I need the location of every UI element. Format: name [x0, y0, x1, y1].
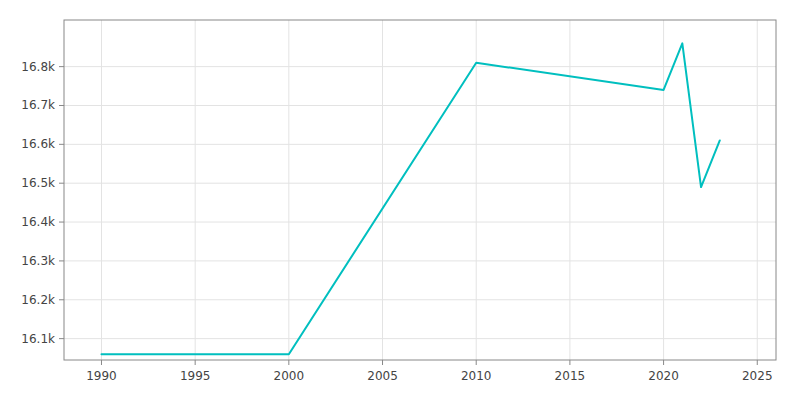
tick-mark: [569, 360, 570, 365]
tick-mark: [59, 222, 64, 223]
tick-mark: [59, 338, 64, 339]
tick-mark: [101, 360, 102, 365]
x-tick-label: 1990: [86, 369, 117, 383]
y-tick-label: 16.2k: [21, 293, 55, 307]
grid-line: [64, 144, 776, 145]
grid-line: [64, 299, 776, 300]
tick-mark: [476, 360, 477, 365]
y-tick-label: 16.8k: [21, 60, 55, 74]
tick-mark: [288, 360, 289, 365]
x-tick-label: 2005: [367, 369, 398, 383]
grid-line: [64, 66, 776, 67]
tick-mark: [59, 105, 64, 106]
tick-mark: [59, 66, 64, 67]
tick-mark: [663, 360, 664, 365]
y-tick-label: 16.5k: [21, 176, 55, 190]
data: [101, 43, 719, 354]
y-tick-label: 16.1k: [21, 332, 55, 346]
y-tick-label: 16.4k: [21, 215, 55, 229]
x-tick-label: 2025: [742, 369, 773, 383]
tick-mark: [59, 144, 64, 145]
x-tick-label: 2000: [274, 369, 305, 383]
y-tick-label: 16.7k: [21, 98, 55, 112]
x-tick-label: 2015: [555, 369, 586, 383]
grid-line: [64, 222, 776, 223]
tick-mark: [382, 360, 383, 365]
grid-line: [64, 338, 776, 339]
x-tick-label: 1995: [180, 369, 211, 383]
grid-line: [663, 20, 664, 360]
x-tick-label: 2020: [648, 369, 679, 383]
grid: [64, 20, 776, 360]
tick-mark: [195, 360, 196, 365]
grid-line: [382, 20, 383, 360]
grid-line: [64, 183, 776, 184]
plot-area: [64, 20, 776, 360]
x-tick-label: 2010: [461, 369, 492, 383]
grid-line: [569, 20, 570, 360]
chart: 1990 1995 2000 2005 2010 2015 2020 2025 16.1k 16.…: [0, 0, 800, 400]
tick-mark: [59, 299, 64, 300]
tick-mark: [59, 260, 64, 261]
y-tick-label: 16.6k: [21, 137, 55, 151]
tick-labels: 1990 1995 2000 2005 2010 2015 2020 2025 16.1k 16.…: [21, 60, 772, 383]
line: [101, 43, 719, 354]
y-tick-label: 16.3k: [21, 254, 55, 268]
tick-mark: [59, 183, 64, 184]
grid-line: [757, 20, 758, 360]
tick-mark: [757, 360, 758, 365]
grid-line: [101, 20, 102, 360]
plot-frame: [64, 20, 776, 360]
grid-line: [64, 260, 776, 261]
grid-line: [195, 20, 196, 360]
grid-line: [476, 20, 477, 360]
grid-line: [288, 20, 289, 360]
grid-line: [64, 105, 776, 106]
